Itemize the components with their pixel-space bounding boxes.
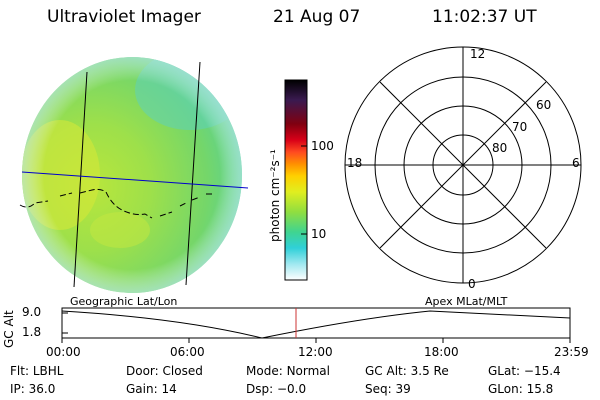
colorbar-tick-100: 100	[311, 139, 334, 153]
observation-time: 11:02:37 UT	[432, 7, 537, 27]
geographic-grid	[73, 61, 201, 288]
coastline	[19, 188, 214, 219]
instrument-title: Ultraviolet Imager	[47, 7, 201, 27]
time-tick-1200: 12:00	[298, 345, 333, 359]
mlt-label-0: 0	[468, 277, 476, 291]
altitude-ylabel: GC Alt	[2, 310, 16, 348]
footer-dsp: Dsp: −0.0	[246, 382, 307, 396]
footer-gain: Gain: 14	[126, 382, 177, 396]
colorbar-tick-10: 10	[311, 227, 327, 241]
footer-seq: Seq: 39	[365, 382, 411, 396]
colorbar	[284, 79, 308, 281]
footer-gc-alt: GC Alt: 3.5 Re	[365, 364, 449, 378]
altitude-ytick-1: 1.8	[22, 325, 42, 339]
equator-line	[21, 171, 249, 189]
geographic-label: Geographic Lat/Lon	[70, 295, 178, 308]
footer-mode: Mode: Normal	[246, 364, 330, 378]
altitude-curve	[61, 310, 571, 339]
time-tick-1800: 18:00	[424, 345, 459, 359]
time-tick-2359: 23:59	[554, 345, 589, 359]
observation-date: 21 Aug 07	[273, 7, 361, 27]
footer-ip: IP: 36.0	[10, 382, 56, 396]
mlat-label-60: 60	[536, 98, 552, 112]
footer-door: Door: Closed	[126, 364, 203, 378]
footer-flt: Flt: LBHL	[10, 364, 64, 378]
time-tick-0000: 00:00	[46, 345, 81, 359]
mlt-label-12: 12	[470, 47, 486, 61]
footer-glon: GLon: 15.8	[488, 382, 554, 396]
mlat-label-80: 80	[492, 141, 508, 155]
apex-label: Apex MLat/MLT	[425, 295, 508, 308]
time-tick-0600: 06:00	[170, 345, 205, 359]
altitude-ytick-9: 9.0	[22, 305, 42, 319]
footer-glat: GLat: −15.4	[488, 364, 561, 378]
mlat-label-70: 70	[512, 120, 528, 134]
mlt-label-18: 18	[347, 156, 363, 170]
mlt-label-6: 6	[572, 156, 580, 170]
